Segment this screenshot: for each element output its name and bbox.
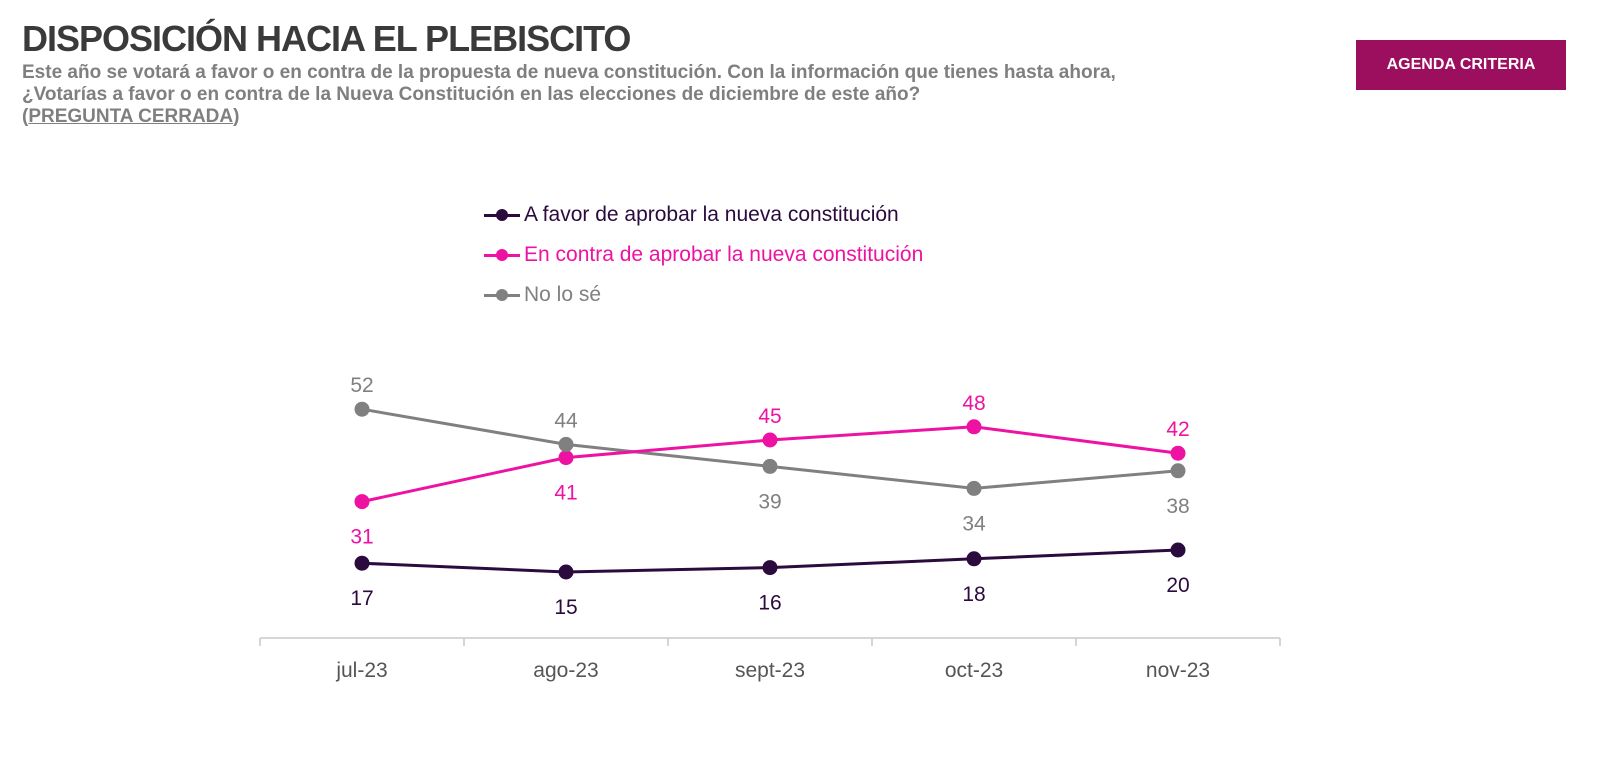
data-label: 42	[1166, 418, 1189, 441]
data-point	[558, 450, 574, 466]
data-point	[966, 551, 982, 567]
data-point	[354, 401, 370, 417]
data-label: 38	[1166, 495, 1189, 518]
data-point	[354, 555, 370, 571]
data-point	[354, 494, 370, 510]
data-point	[762, 432, 778, 448]
legend-marker-icon	[484, 248, 520, 262]
data-label: 34	[962, 512, 986, 535]
data-label: 31	[350, 526, 373, 549]
data-point	[762, 458, 778, 474]
x-tick-label: sept-23	[735, 659, 805, 682]
data-label: 18	[962, 583, 985, 606]
legend-label: En contra de aprobar la nueva constituci…	[524, 243, 924, 266]
legend-marker-icon	[484, 208, 520, 222]
data-label: 41	[554, 482, 577, 505]
data-label: 39	[758, 490, 781, 513]
data-label: 17	[350, 587, 373, 610]
data-point	[1170, 542, 1186, 558]
data-label: 44	[554, 409, 578, 432]
brand-badge: AGENDA CRITERIA	[1356, 40, 1566, 90]
x-tick-label: nov-23	[1146, 659, 1210, 682]
legend-label: A favor de aprobar la nueva constitución	[524, 203, 899, 226]
data-point	[558, 564, 574, 580]
page-title: DISPOSICIÓN HACIA EL PLEBISCITO	[22, 18, 631, 59]
x-tick-label: jul-23	[335, 659, 387, 682]
data-point	[558, 436, 574, 452]
x-tick-label: oct-23	[945, 659, 1003, 682]
data-point	[966, 419, 982, 435]
data-label: 15	[554, 596, 577, 619]
legend-label: No lo sé	[524, 283, 602, 306]
legend-marker-icon	[484, 288, 520, 302]
subtitle-line-2: ¿Votarías a favor o en contra de la Nuev…	[22, 84, 921, 105]
data-label: 48	[962, 392, 985, 415]
subtitle-line-1: Este año se votará a favor o en contra d…	[22, 62, 1116, 83]
data-label: 52	[350, 374, 373, 397]
data-point	[762, 560, 778, 576]
legend-item: En contra de aprobar la nueva constituci…	[484, 243, 923, 267]
legend-item: No lo sé	[484, 283, 601, 307]
data-point	[1170, 445, 1186, 461]
data-point	[966, 480, 982, 496]
x-tick-label: ago-23	[533, 659, 598, 682]
legend-item: A favor de aprobar la nueva constitución	[484, 203, 899, 227]
data-label: 16	[758, 592, 781, 615]
data-label: 45	[758, 405, 781, 428]
subtitle-note: (PREGUNTA CERRADA)	[22, 106, 240, 127]
data-point	[1170, 463, 1186, 479]
data-label: 20	[1166, 574, 1189, 597]
question-type: PREGUNTA CERRADA	[28, 106, 234, 127]
